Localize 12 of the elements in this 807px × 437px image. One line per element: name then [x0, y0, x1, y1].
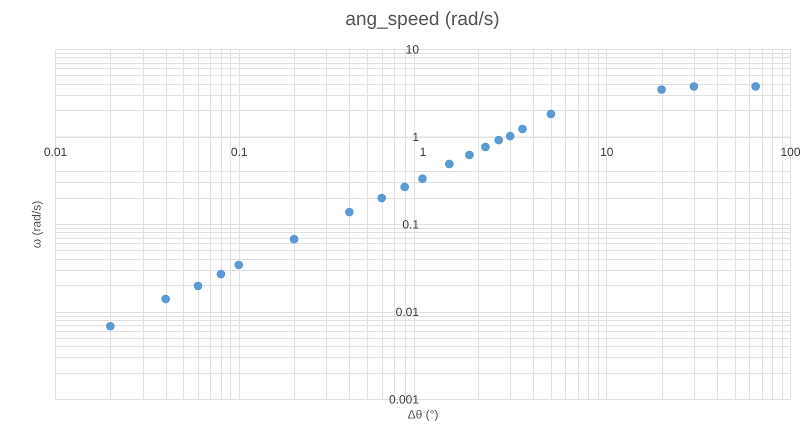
y-tick-label: 0.001 [388, 392, 420, 406]
y-tick-label: 0.1 [402, 218, 420, 232]
y-tick-label: 1 [412, 130, 420, 144]
x-tick-label: 100 [780, 145, 801, 159]
x-tick-label: 0.01 [44, 145, 68, 159]
x-tick-label: 0.1 [230, 145, 248, 159]
chart-title: ang_speed (rad/s) [345, 9, 500, 30]
x-axis-title: Δθ (°) [408, 408, 438, 422]
y-tick-label: 10 [406, 42, 420, 56]
x-tick-label: 10 [600, 145, 614, 159]
y-tick-label: 0.01 [396, 305, 420, 319]
y-axis-title: ω (rad/s) [30, 200, 44, 248]
